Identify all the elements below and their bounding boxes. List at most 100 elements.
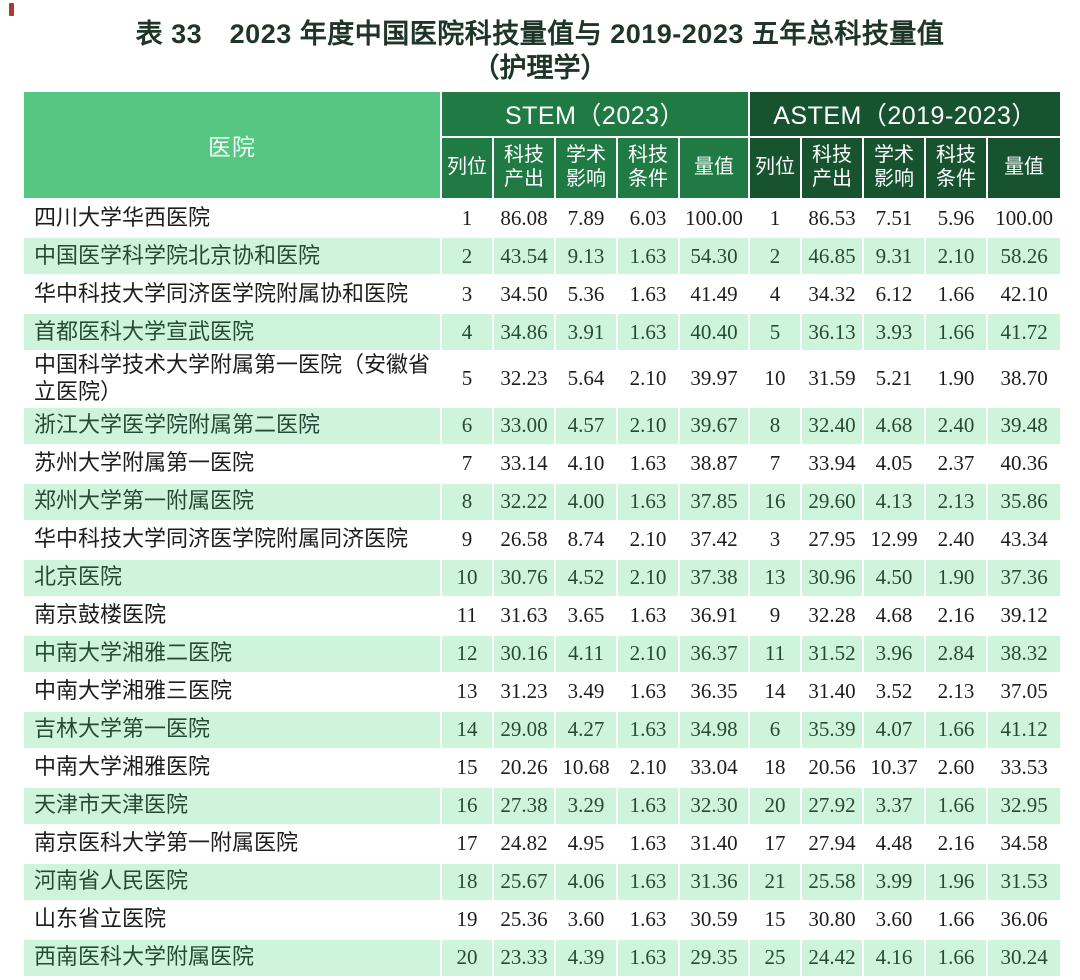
stem-academic-impact-cell: 4.27 xyxy=(554,709,618,750)
astem-academic-impact-cell: 4.68 xyxy=(862,405,927,446)
stem-value-cell: 31.36 xyxy=(677,861,751,902)
astem-sci-output-cell: 25.58 xyxy=(800,861,865,902)
table-row: 南京医科大学第一附属医院 17 24.82 4.95 1.63 31.40 17 27.94 4… xyxy=(22,823,1063,864)
table-row: 中南大学湘雅医院 15 20.26 10.68 2.10 33.04 18 20.56 10.3… xyxy=(22,747,1063,788)
table-row: 南京鼓楼医院 11 31.63 3.65 1.63 36.91 9 32.28 4.68 2.16… xyxy=(22,595,1063,636)
hospital-name-cell: 南京鼓楼医院 xyxy=(22,595,442,636)
hospital-name-cell: 中国科学技术大学附属第一医院（安徽省立医院） xyxy=(22,350,442,408)
stem-sci-condition-cell: 2.10 xyxy=(616,747,680,788)
stem-group-header: STEM（2023） xyxy=(439,90,751,138)
astem-value-cell: 41.72 xyxy=(986,312,1063,352)
astem-value-cell: 38.70 xyxy=(986,350,1063,408)
astem-academic-impact-cell: 4.48 xyxy=(862,823,927,864)
astem-value-cell: 32.95 xyxy=(986,785,1063,826)
stem-sci-condition-cell: 2.10 xyxy=(616,633,680,674)
astem-rank-cell: 8 xyxy=(748,405,803,446)
astem-sci-condition-cell: 2.60 xyxy=(924,747,989,788)
astem-rank-cell: 3 xyxy=(748,519,803,560)
stem-sci-output-cell: 32.22 xyxy=(492,481,556,522)
hospital-name-cell: 华中科技大学同济医学院附属协和医院 xyxy=(22,274,442,314)
stem-value-cell: 41.49 xyxy=(677,274,751,314)
stem-rank-cell: 1 xyxy=(440,198,494,238)
table-row: 苏州大学附属第一医院 7 33.14 4.10 1.63 38.87 7 33.94 4.05 2… xyxy=(22,443,1063,484)
hospital-name-cell: 中南大学湘雅医院 xyxy=(22,747,442,788)
astem-value-cell: 39.48 xyxy=(986,405,1063,446)
astem-academic-impact-cell: 4.07 xyxy=(862,709,927,750)
stem-sci-output-cell: 31.63 xyxy=(492,595,556,636)
astem-subheader-academic-impact: 学术 影响 xyxy=(862,136,927,200)
astem-sci-condition-cell: 1.66 xyxy=(924,899,989,940)
astem-sci-output-cell: 32.40 xyxy=(800,405,865,446)
stem-sci-output-cell: 29.08 xyxy=(492,709,556,750)
astem-rank-cell: 18 xyxy=(748,747,803,788)
astem-rank-cell: 9 xyxy=(748,595,803,636)
astem-rank-cell: 25 xyxy=(748,937,803,978)
stem-value-cell: 29.35 xyxy=(677,937,751,978)
stem-rank-cell: 7 xyxy=(440,443,494,484)
astem-sci-condition-cell: 2.16 xyxy=(924,823,989,864)
hospital-name-cell: 山东省立医院 xyxy=(22,899,442,940)
stem-academic-impact-cell: 4.00 xyxy=(554,481,618,522)
stem-rank-cell: 3 xyxy=(440,274,494,314)
astem-value-cell: 40.36 xyxy=(986,443,1063,484)
hospital-name-cell: 华中科技大学同济医学院附属同济医院 xyxy=(22,519,442,560)
astem-sci-condition-cell: 2.13 xyxy=(924,671,989,712)
stem-rank-cell: 2 xyxy=(440,236,494,276)
hospital-column-header: 医院 xyxy=(22,90,442,200)
stem-rank-cell: 19 xyxy=(440,899,494,940)
astem-sci-output-cell: 31.52 xyxy=(800,633,865,674)
hospital-name-cell: 吉林大学第一医院 xyxy=(22,709,442,750)
astem-value-cell: 43.34 xyxy=(986,519,1063,560)
stem-rank-cell: 4 xyxy=(440,312,494,352)
stem-sci-output-cell: 25.36 xyxy=(492,899,556,940)
astem-academic-impact-cell: 12.99 xyxy=(862,519,927,560)
astem-sci-condition-cell: 2.40 xyxy=(924,405,989,446)
astem-rank-cell: 10 xyxy=(748,350,803,408)
astem-value-cell: 100.00 xyxy=(986,198,1063,238)
stem-sci-condition-cell: 1.63 xyxy=(616,236,680,276)
astem-rank-cell: 5 xyxy=(748,312,803,352)
astem-academic-impact-cell: 3.93 xyxy=(862,312,927,352)
stem-rank-cell: 9 xyxy=(440,519,494,560)
astem-value-cell: 39.12 xyxy=(986,595,1063,636)
stem-subheader-sci-output: 科技 产出 xyxy=(492,136,556,200)
astem-sci-condition-cell: 1.96 xyxy=(924,861,989,902)
stem-rank-cell: 14 xyxy=(440,709,494,750)
stem-sci-output-cell: 43.54 xyxy=(492,236,556,276)
astem-sci-output-cell: 30.96 xyxy=(800,557,865,598)
stem-sci-output-cell: 20.26 xyxy=(492,747,556,788)
stem-value-cell: 40.40 xyxy=(677,312,751,352)
stem-sci-condition-cell: 2.10 xyxy=(616,557,680,598)
stem-sci-condition-cell: 1.63 xyxy=(616,823,680,864)
stem-sci-output-cell: 24.82 xyxy=(492,823,556,864)
stem-academic-impact-cell: 3.65 xyxy=(554,595,618,636)
astem-value-cell: 58.26 xyxy=(986,236,1063,276)
astem-rank-cell: 6 xyxy=(748,709,803,750)
stem-sci-condition-cell: 1.63 xyxy=(616,443,680,484)
stem-sci-condition-cell: 1.63 xyxy=(616,861,680,902)
stem-academic-impact-cell: 3.29 xyxy=(554,785,618,826)
stem-rank-cell: 8 xyxy=(440,481,494,522)
table-row: 华中科技大学同济医学院附属同济医院 9 26.58 8.74 2.10 37.42 3 27.… xyxy=(22,519,1063,560)
hospital-name-cell: 浙江大学医学院附属第二医院 xyxy=(22,405,442,446)
astem-academic-impact-cell: 4.68 xyxy=(862,595,927,636)
stem-academic-impact-cell: 3.91 xyxy=(554,312,618,352)
stem-sci-condition-cell: 1.63 xyxy=(616,671,680,712)
astem-value-cell: 36.06 xyxy=(986,899,1063,940)
astem-academic-impact-cell: 4.13 xyxy=(862,481,927,522)
astem-academic-impact-cell: 7.51 xyxy=(862,198,927,238)
astem-sci-output-cell: 20.56 xyxy=(800,747,865,788)
astem-academic-impact-cell: 3.99 xyxy=(862,861,927,902)
astem-sci-condition-cell: 2.13 xyxy=(924,481,989,522)
astem-rank-cell: 7 xyxy=(748,443,803,484)
astem-subheader-sci-condition: 科技 条件 xyxy=(924,136,989,200)
astem-rank-cell: 1 xyxy=(748,198,803,238)
stem-sci-condition-cell: 1.63 xyxy=(616,899,680,940)
astem-subheader-rank: 列位 xyxy=(748,136,803,200)
stem-academic-impact-cell: 4.95 xyxy=(554,823,618,864)
astem-value-cell: 30.24 xyxy=(986,937,1063,978)
astem-sci-output-cell: 46.85 xyxy=(800,236,865,276)
stem-value-cell: 37.85 xyxy=(677,481,751,522)
stem-academic-impact-cell: 10.68 xyxy=(554,747,618,788)
stem-value-cell: 39.97 xyxy=(677,350,751,408)
